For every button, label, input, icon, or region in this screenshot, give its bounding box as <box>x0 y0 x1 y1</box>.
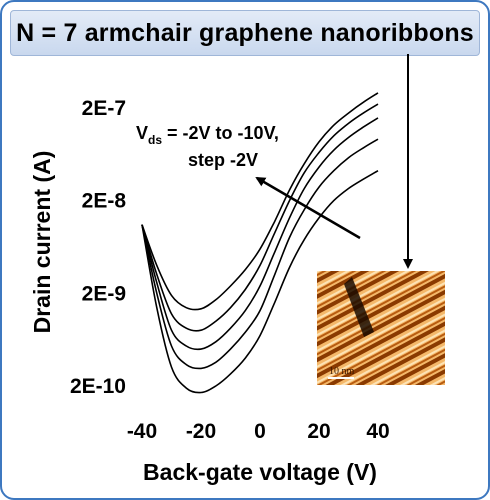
annotation-line2: step -2V <box>188 150 258 170</box>
y-axis-label: Drain current (A) <box>29 151 55 334</box>
arrow-to-increasing-vds <box>255 176 361 240</box>
afm-image <box>315 269 447 387</box>
afm-scale-label: 10 nm <box>329 366 355 377</box>
x-tick-label: 0 <box>254 420 266 443</box>
annotation-line1: Vds = -2V to -10V, <box>136 123 279 147</box>
y-tick-label: 2E-9 <box>82 282 126 305</box>
x-tick-label: -40 <box>127 420 157 443</box>
x-tick-label: 40 <box>366 420 389 443</box>
axis-tick-layer: -40 -20 0 20 40 2E-10 2E-9 2E-8 2E-7 <box>70 97 390 443</box>
series-line-1 <box>141 92 379 311</box>
series-line-5 <box>141 170 379 394</box>
x-axis-label: Back-gate voltage (V) <box>143 459 377 485</box>
title-banner: N = 7 armchair graphene nanoribbons <box>10 10 480 56</box>
chart-title: N = 7 armchair graphene nanoribbons <box>16 18 474 47</box>
y-tick-label: 2E-8 <box>82 190 127 213</box>
series-line-4 <box>141 138 379 370</box>
series-line-3 <box>141 117 379 351</box>
y-tick-label: 2E-7 <box>82 97 126 120</box>
afm-inset-image: 10 nm <box>315 269 447 387</box>
afm-dark-feature <box>344 277 374 337</box>
x-tick-label: 20 <box>307 420 330 443</box>
x-tick-label: -20 <box>186 420 216 443</box>
series-layer <box>141 92 379 394</box>
y-tick-label: 2E-10 <box>70 375 126 398</box>
series-line-2 <box>141 103 379 332</box>
